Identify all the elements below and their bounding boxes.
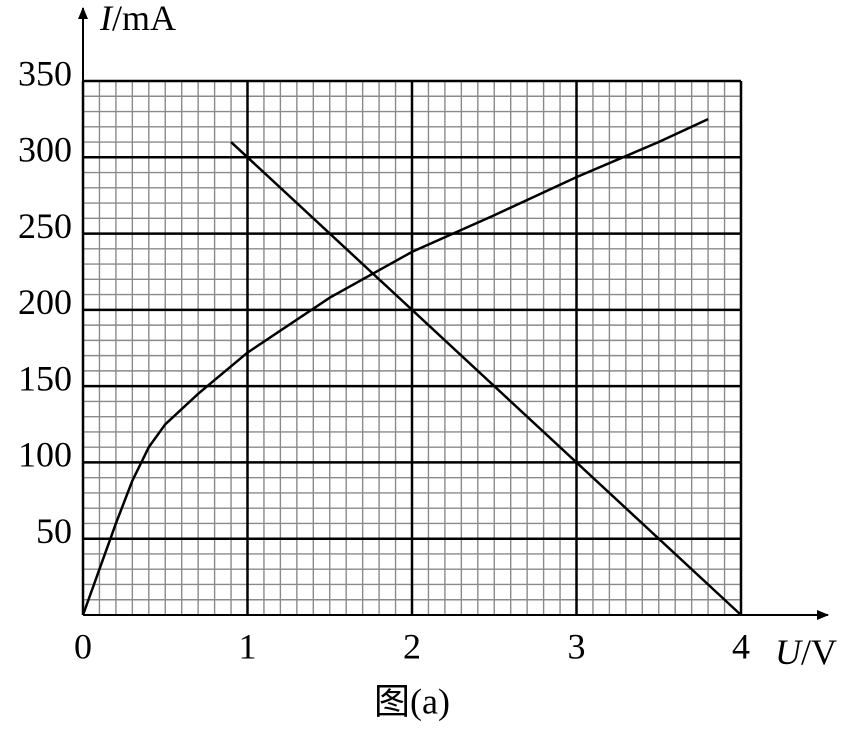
data-line <box>81 118 709 616</box>
major-grid <box>81 79 743 615</box>
y-tick-label: 300 <box>18 130 72 170</box>
x-unit: /V <box>801 632 837 672</box>
y-tick-label: 50 <box>36 511 72 551</box>
x-tick-label: 1 <box>239 626 257 666</box>
y-tick-label: 350 <box>18 53 72 93</box>
y-unit: /mA <box>112 0 176 38</box>
y-tick-label: 250 <box>18 206 72 246</box>
y-tick-label: 150 <box>18 358 72 398</box>
x-tick-label: 0 <box>74 626 92 666</box>
y-symbol: I <box>99 0 114 38</box>
x-tick-label: 4 <box>732 626 750 666</box>
y-tick-label: 200 <box>18 282 72 322</box>
x-symbol: U <box>775 632 803 672</box>
x-tick-label: 3 <box>568 626 586 666</box>
y-axis-label: I/mA <box>99 0 176 38</box>
data-line <box>230 141 742 616</box>
caption: 图(a) <box>374 681 450 721</box>
x-axis-label: U/V <box>775 632 837 672</box>
x-tick-label: 2 <box>403 626 421 666</box>
y-tick-label: 100 <box>18 435 72 475</box>
